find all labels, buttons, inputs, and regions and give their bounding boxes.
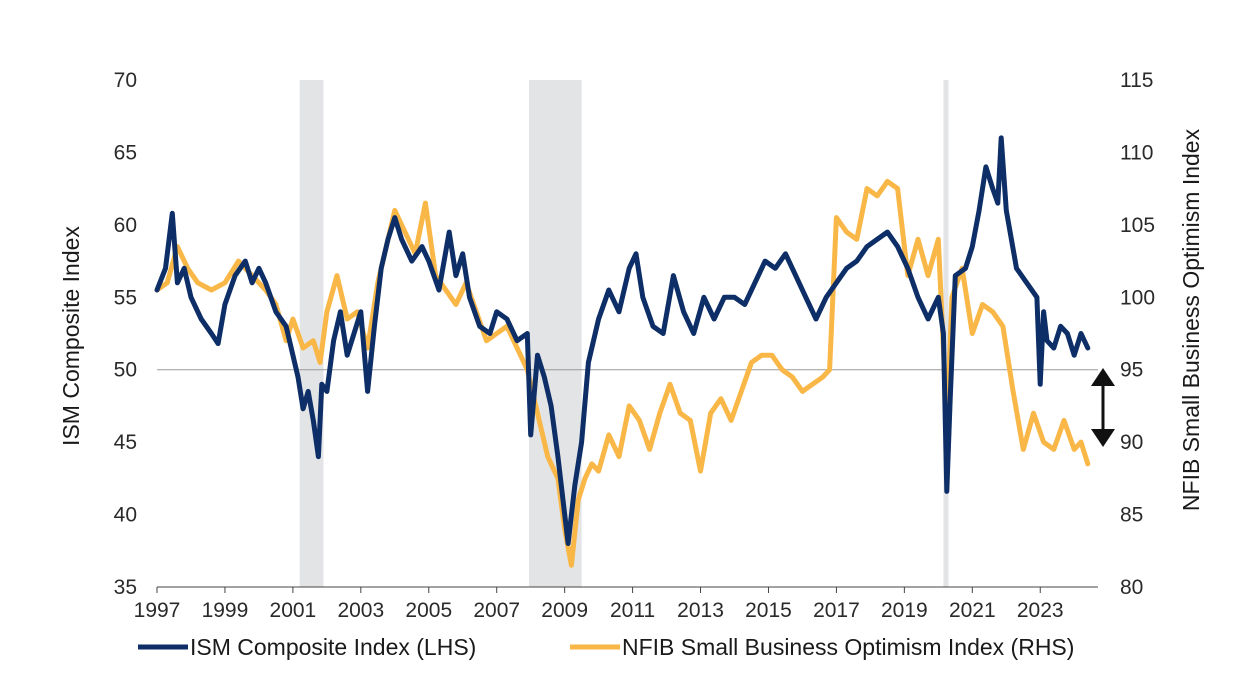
gap-arrow-head-up — [1091, 368, 1115, 386]
right-axis-ticks: 80 85 90 95 100 105 110 115 — [1120, 69, 1155, 599]
left-axis-title: ISM Composite Index — [58, 226, 84, 446]
x-tick-label: 2023 — [1017, 599, 1064, 622]
x-tick-label: 2013 — [677, 599, 724, 622]
right-tick-label: 115 — [1120, 69, 1153, 92]
x-tick-label: 2015 — [745, 599, 792, 622]
left-tick-label: 45 — [114, 431, 137, 454]
recession-band-0 — [299, 80, 324, 587]
x-tick-label: 1997 — [134, 599, 181, 622]
legend-label-ism: ISM Composite Index (LHS) — [190, 634, 476, 660]
left-tick-label: 70 — [114, 69, 137, 92]
x-tick-label: 2011 — [610, 599, 655, 622]
left-axis-ticks: 35 40 45 50 55 60 65 70 — [114, 69, 137, 599]
x-tick-label: 2021 — [949, 599, 996, 622]
left-tick-label: 60 — [114, 214, 137, 237]
series-line-ism — [154, 135, 1091, 546]
x-tick-label: 2007 — [473, 599, 520, 622]
x-tick-label: 2019 — [881, 599, 928, 622]
right-tick-label: 110 — [1120, 141, 1153, 164]
x-axis-ticks: 1997 1999 2001 2003 2005 2007 2009 2011 2013 2015… — [134, 587, 1064, 622]
recession-shading — [299, 80, 949, 587]
gap-arrow — [1091, 368, 1115, 447]
right-tick-label: 80 — [1120, 576, 1143, 599]
left-tick-label: 40 — [114, 504, 137, 527]
left-tick-label: 65 — [114, 141, 137, 164]
right-tick-label: 95 — [1120, 359, 1143, 382]
right-tick-label: 105 — [1120, 214, 1155, 237]
legend: ISM Composite Index (LHS) NFIB Small Bus… — [138, 634, 1074, 660]
series-lines — [154, 135, 1091, 568]
x-tick-label: 2017 — [813, 599, 860, 622]
legend-label-nfib: NFIB Small Business Optimism Index (RHS) — [622, 634, 1074, 660]
x-tick-label: 2001 — [270, 599, 317, 622]
right-tick-label: 85 — [1120, 504, 1143, 527]
x-tick-label: 2009 — [541, 599, 588, 622]
x-tick-label: 2003 — [337, 599, 384, 622]
right-tick-label: 100 — [1120, 286, 1155, 309]
right-tick-label: 90 — [1120, 431, 1143, 454]
left-tick-label: 35 — [114, 576, 137, 599]
recession-band-2 — [943, 80, 949, 587]
gap-arrow-head-down — [1091, 429, 1115, 447]
right-axis-title: NFIB Small Business Optimism Index — [1178, 128, 1204, 511]
x-tick-label: 1999 — [202, 599, 249, 622]
x-tick-label: 2005 — [405, 599, 452, 622]
left-tick-label: 50 — [114, 359, 137, 382]
left-tick-label: 55 — [114, 286, 137, 309]
